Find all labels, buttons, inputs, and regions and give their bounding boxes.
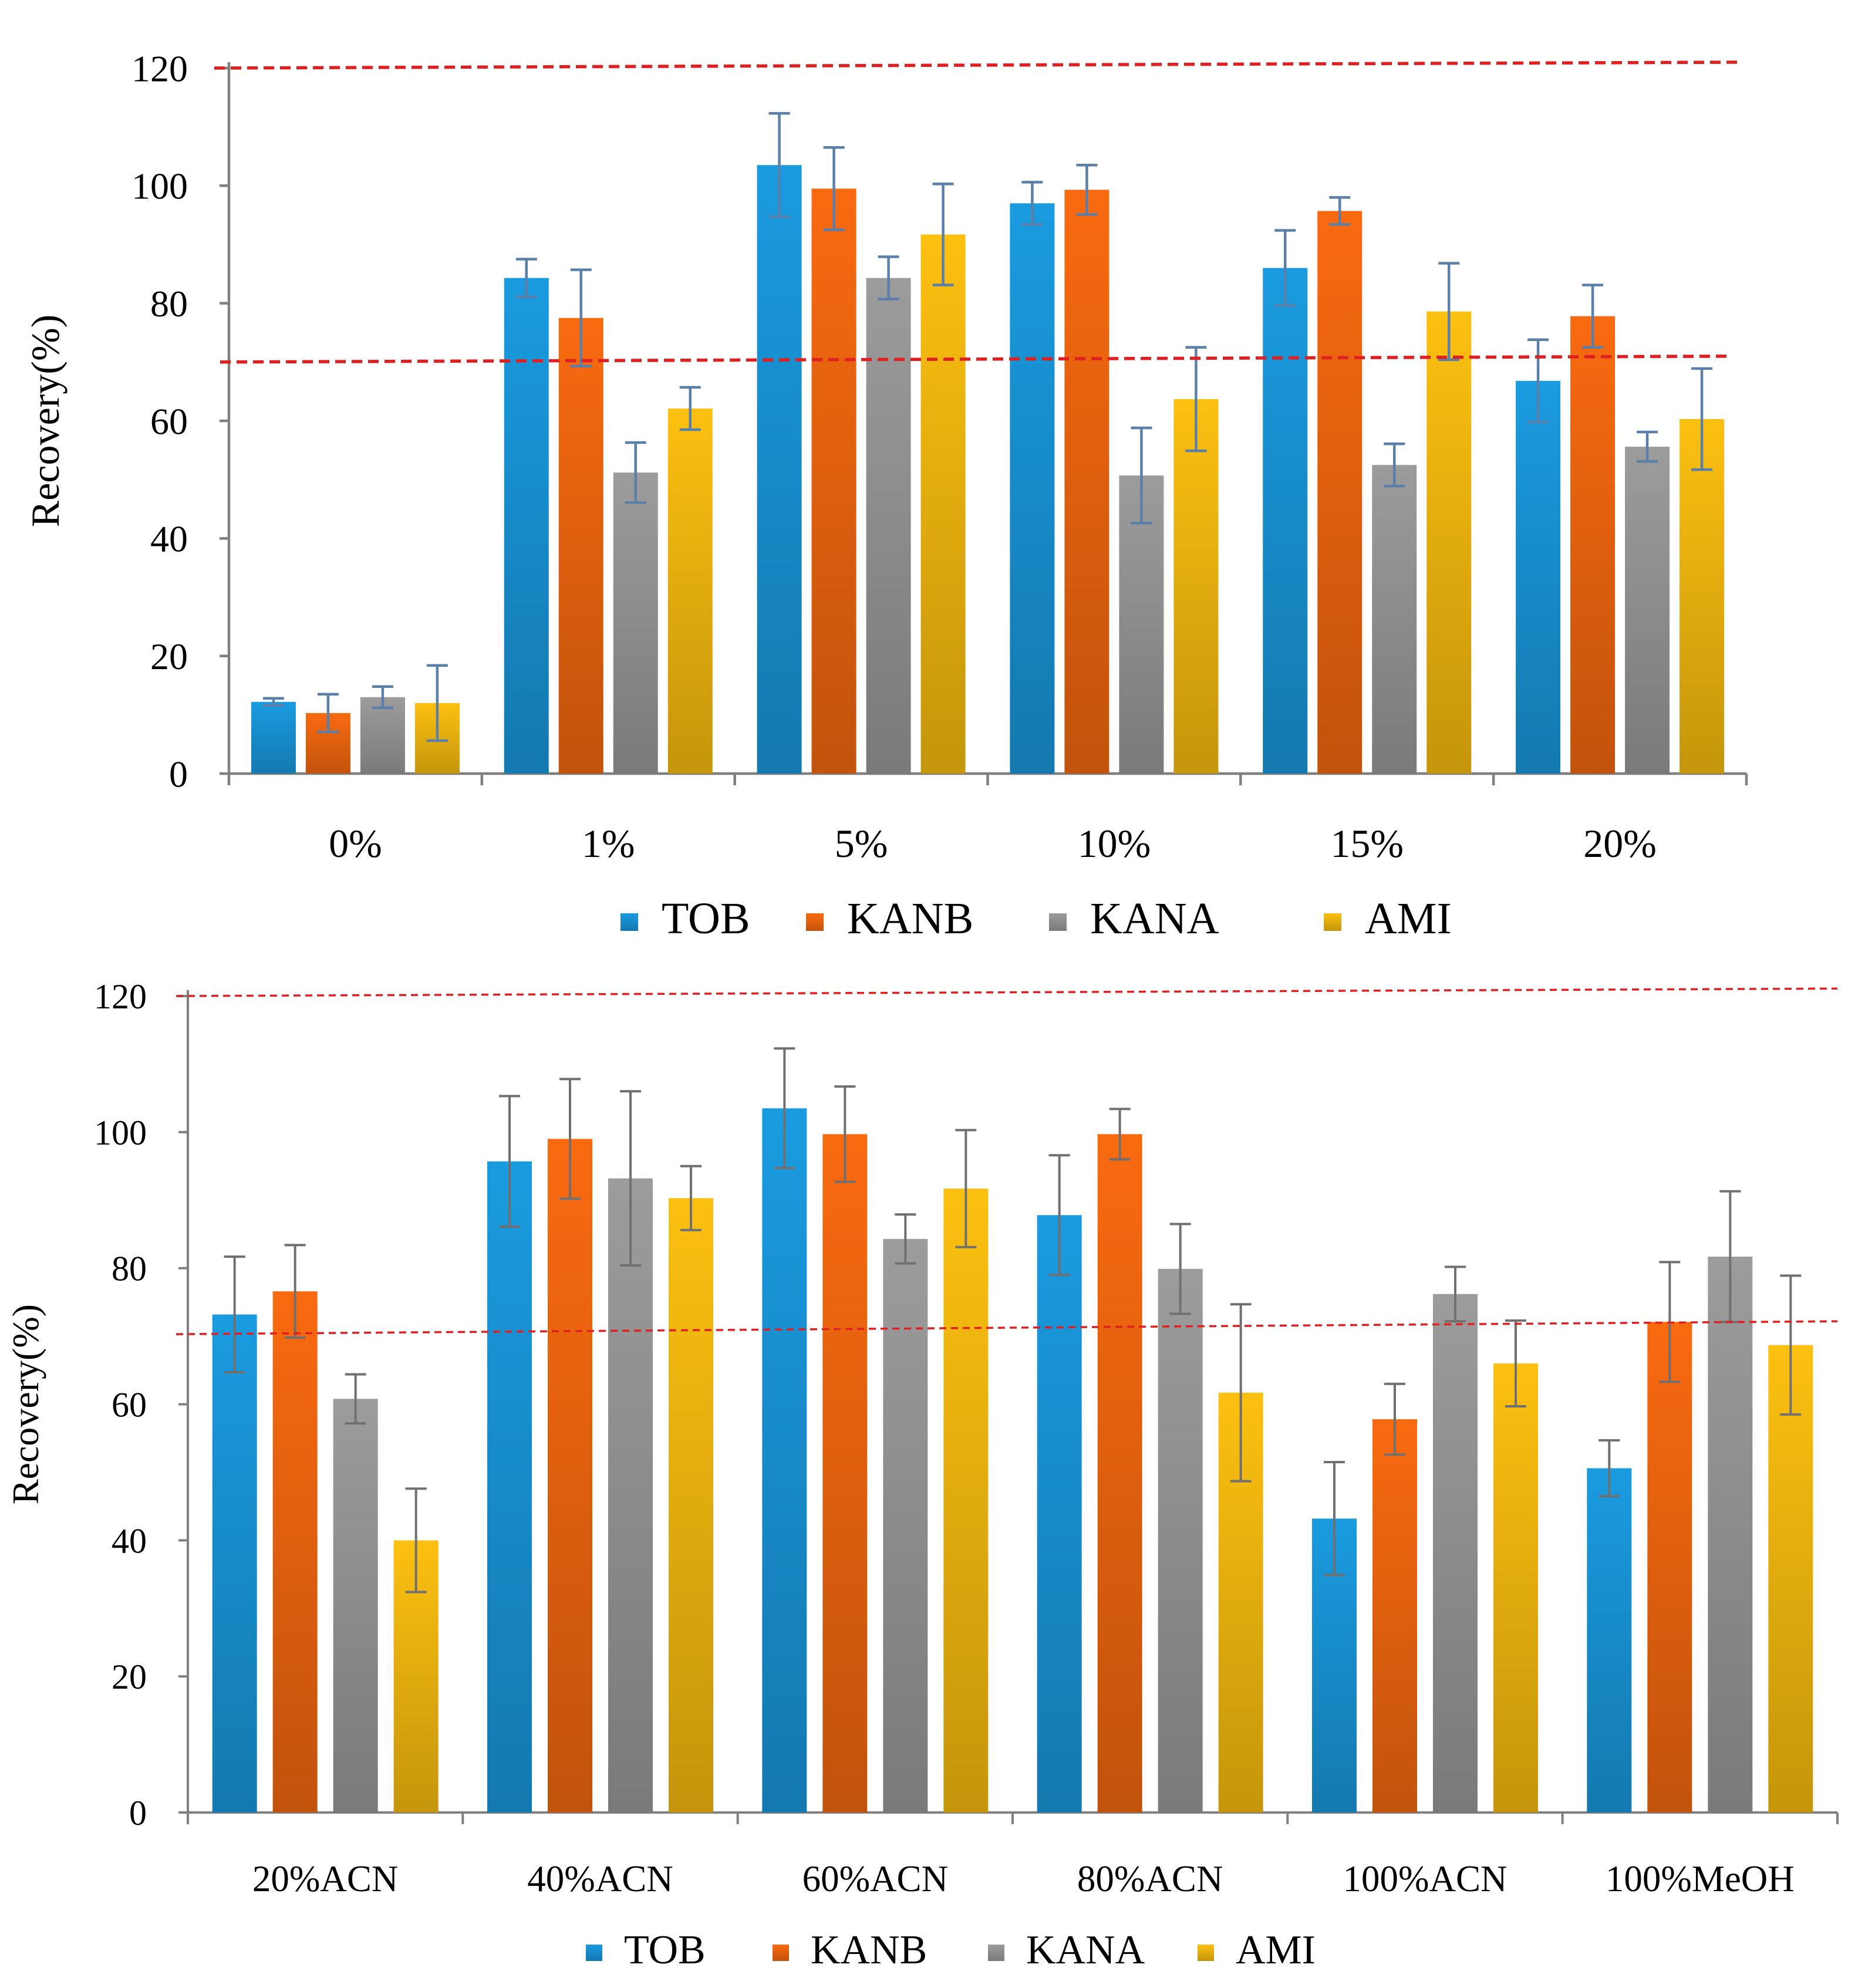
legend-swatch-kanb [806, 913, 824, 931]
y-tick-label: 80 [112, 1250, 147, 1288]
legend-label-ami: AMI [1365, 894, 1452, 943]
bar-ami-3 [1173, 399, 1219, 774]
bar-tob-4 [1263, 268, 1308, 774]
y-tick-label: 40 [112, 1521, 147, 1560]
bar-kana-3 [1119, 475, 1164, 774]
legend-swatch-kana [1049, 913, 1067, 931]
bar-tob-1 [487, 1161, 532, 1813]
bar-tob-1 [504, 278, 549, 774]
bar-kana-1 [608, 1178, 653, 1813]
bar-kana-3 [1158, 1268, 1203, 1813]
y-axis-label: Recovery(%) [23, 315, 68, 527]
x-tick-label: 100%MeOH [1606, 1858, 1795, 1899]
x-tick-label: 80%ACN [1077, 1858, 1223, 1899]
y-tick-label: 0 [169, 753, 188, 795]
bar-kana-2 [866, 278, 911, 774]
y-tick-label: 0 [129, 1794, 147, 1832]
bar-ami-5 [1679, 418, 1725, 774]
bar-tob-2 [757, 165, 802, 774]
x-tick-label: 0% [329, 821, 382, 866]
legend-swatch-kana [988, 1945, 1004, 1961]
bar-kana-5 [1625, 447, 1670, 774]
recovery-chart-bottom: 0 20 40 60 80 100 120 Recovery(%) 20%ACN 40%ACN 60… [5, 977, 1839, 1973]
bar-kana-2 [883, 1238, 928, 1813]
bar-ami-1 [667, 408, 713, 774]
legend-label-kana: KANA [1090, 894, 1219, 943]
y-tick-label: 60 [150, 400, 188, 442]
bar-tob-3 [1037, 1215, 1082, 1813]
x-tick-label: 1% [582, 821, 635, 866]
x-tick-label: 20%ACN [252, 1858, 399, 1899]
bar-tob-2 [762, 1108, 807, 1813]
bar-kana-1 [613, 472, 658, 774]
bar-ami-2 [943, 1189, 989, 1813]
bar-kanb-4 [1372, 1419, 1417, 1813]
legend-swatch-ami [1198, 1945, 1214, 1961]
legend-label-kanb: KANB [847, 894, 973, 943]
legend-label-kanb: KANB [811, 1928, 927, 1973]
x-tick-label: 100%ACN [1343, 1858, 1507, 1899]
bar-ami-5 [1768, 1345, 1813, 1813]
bar-ami-2 [920, 234, 966, 774]
legend-label-ami: AMI [1236, 1928, 1316, 1973]
bar-kanb-1 [548, 1139, 592, 1813]
x-tick-label: 20% [1583, 821, 1657, 866]
y-tick-label: 20 [150, 636, 188, 677]
threshold-line [176, 1320, 1838, 1335]
bar-ami-1 [669, 1198, 713, 1813]
bar-kanb-2 [811, 188, 856, 774]
legend-swatch-tob [620, 913, 638, 931]
bar-kana-5 [1708, 1256, 1753, 1813]
y-tick-label: 20 [112, 1658, 147, 1696]
threshold-line [214, 60, 1738, 70]
bar-kanb-1 [558, 318, 603, 774]
recovery-chart-top: 0 20 40 60 80 100 120 Recovery(%) 0% 1% 5% 10% 15% 20… [23, 48, 1748, 943]
legend-label-kana: KANA [1026, 1928, 1145, 1973]
y-tick-label: 100 [94, 1113, 147, 1152]
x-tick-label: 40%ACN [527, 1858, 673, 1899]
bar-kana-4 [1433, 1294, 1478, 1813]
bar-kanb-3 [1064, 190, 1109, 774]
bar-kanb-5 [1647, 1322, 1692, 1813]
y-tick-label: 100 [131, 166, 188, 207]
bar-tob-5 [1516, 380, 1561, 774]
bar-tob-0 [212, 1314, 257, 1813]
bar-ami-4 [1493, 1363, 1538, 1813]
bar-kana-4 [1372, 465, 1417, 774]
bar-tob-3 [1010, 203, 1055, 774]
legend-swatch-tob [586, 1945, 602, 1961]
y-axis-label: Recovery(%) [5, 1304, 46, 1504]
bar-kana-0 [360, 697, 405, 774]
x-tick-label: 60%ACN [802, 1858, 949, 1899]
bar-kanb-0 [272, 1291, 318, 1813]
threshold-line [176, 987, 1838, 997]
legend-label-tob: TOB [662, 894, 750, 943]
y-tick-label: 120 [94, 977, 147, 1016]
bar-kanb-3 [1097, 1134, 1142, 1813]
bar-tob-0 [251, 701, 296, 774]
x-tick-label: 15% [1330, 821, 1404, 866]
legend-swatch-ami [1324, 913, 1341, 931]
legend-swatch-kanb [773, 1945, 789, 1961]
y-tick-label: 120 [131, 48, 188, 89]
bar-kana-0 [333, 1399, 378, 1813]
y-tick-label: 40 [150, 518, 188, 560]
x-tick-label: 5% [835, 821, 888, 866]
bar-kanb-2 [822, 1134, 868, 1813]
bar-kanb-5 [1570, 316, 1616, 774]
y-tick-label: 60 [112, 1386, 147, 1425]
bar-tob-5 [1587, 1468, 1632, 1813]
bar-kanb-4 [1317, 211, 1363, 774]
y-tick-label: 80 [150, 283, 188, 325]
legend-label-tob: TOB [624, 1928, 706, 1973]
x-tick-label: 10% [1078, 821, 1151, 866]
threshold-line [220, 355, 1732, 364]
bar-ami-4 [1426, 311, 1472, 774]
